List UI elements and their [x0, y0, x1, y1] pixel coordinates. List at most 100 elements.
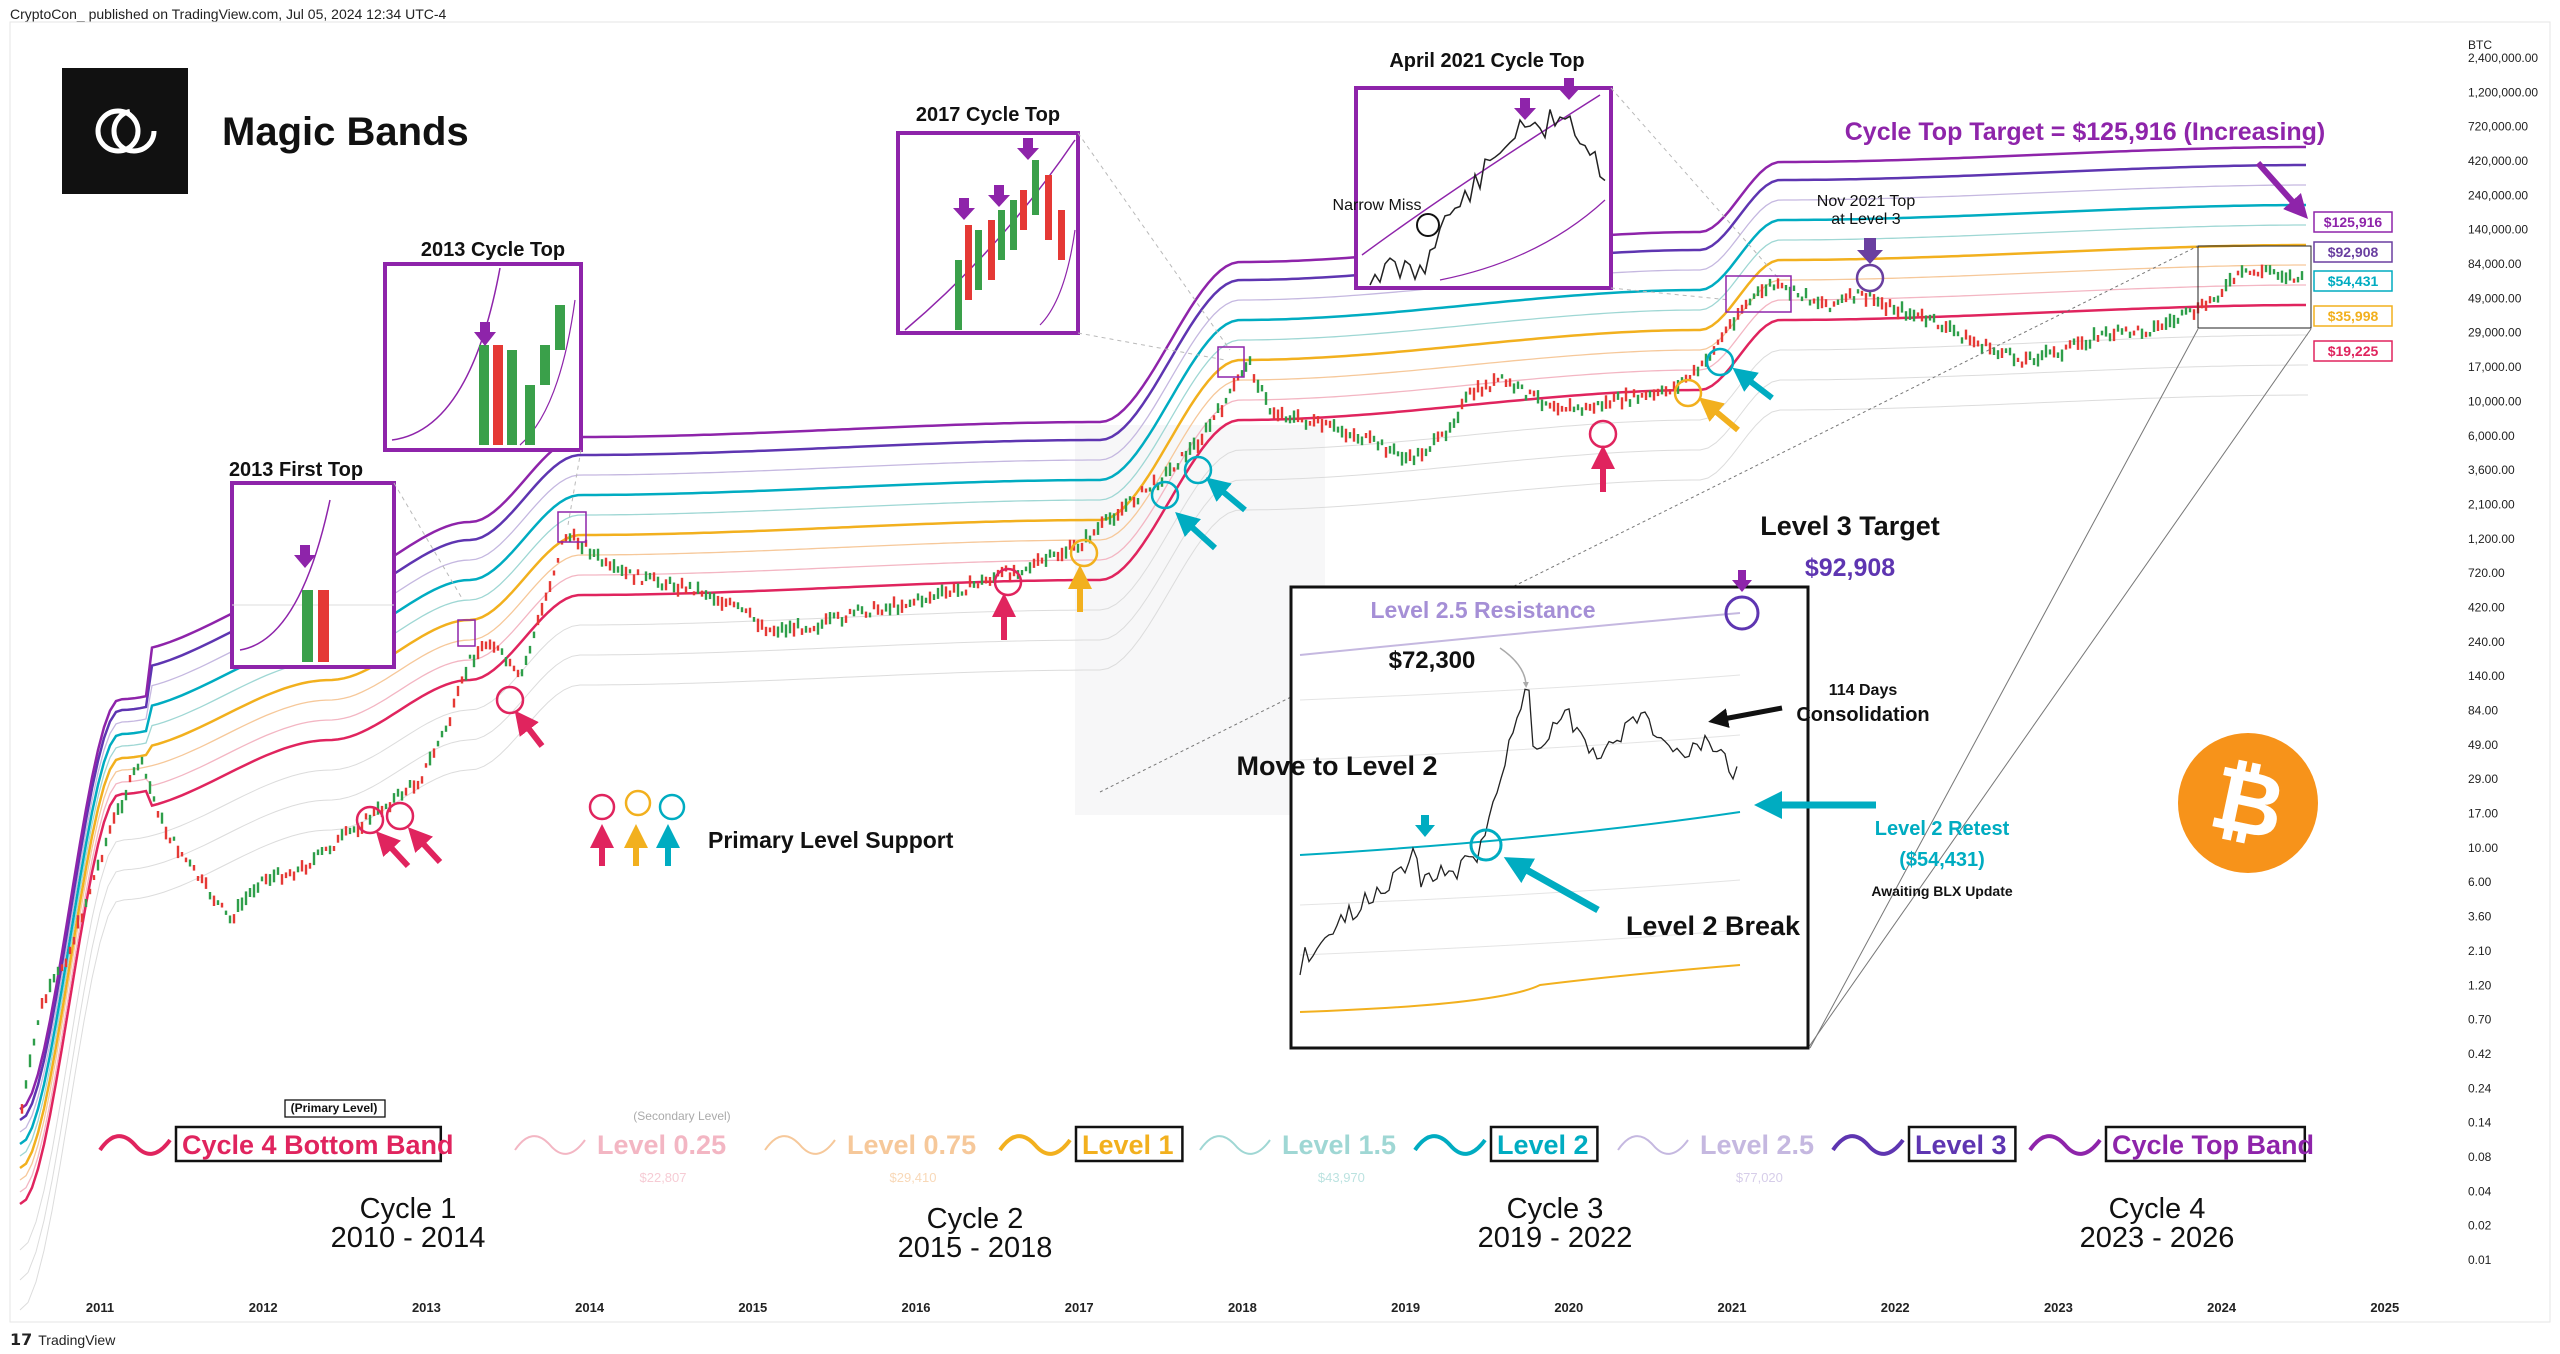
candle — [2272, 269, 2276, 275]
candle — [1696, 366, 1700, 377]
y-tick-label: 1.20 — [2468, 978, 2492, 992]
candle — [760, 619, 764, 630]
candle — [1144, 488, 1148, 493]
candle — [318, 590, 329, 662]
y-tick-label: 49.00 — [2468, 738, 2498, 752]
candle — [84, 899, 88, 907]
candle — [852, 609, 856, 617]
zoom-price-path — [1299, 688, 1738, 976]
inset-2017-cycle-top: 2017 Cycle Top — [896, 104, 1080, 335]
candle — [1816, 296, 1820, 310]
candle — [764, 626, 768, 637]
candle — [288, 869, 292, 877]
candle — [2292, 278, 2296, 283]
x-tick-label: 2011 — [86, 1300, 114, 1315]
candle — [2164, 317, 2168, 330]
candle — [32, 1038, 36, 1046]
candle — [1932, 313, 1936, 323]
legend-swatch — [1831, 1134, 1905, 1156]
band-line-level-2 — [19, 203, 2306, 1146]
candle — [1800, 296, 1804, 302]
zoom-level1-line — [1299, 964, 1741, 1013]
candle — [60, 964, 64, 972]
inset-connectors — [393, 87, 1781, 601]
footer-brand: TradingView — [38, 1332, 116, 1348]
candle — [2260, 264, 2264, 279]
candle — [712, 593, 716, 606]
candle — [196, 876, 200, 881]
candle — [644, 571, 648, 582]
candle — [680, 577, 684, 589]
legend-box — [2104, 1125, 2307, 1163]
band-price-tag — [2313, 305, 2393, 327]
candle — [1748, 298, 1752, 306]
logo-ring-1 — [95, 108, 141, 154]
candle — [1756, 286, 1760, 297]
candle — [268, 874, 272, 886]
candle — [2120, 328, 2124, 335]
candle — [732, 601, 736, 608]
y-tick-label: 0.42 — [2468, 1047, 2492, 1061]
candle — [548, 581, 552, 592]
candle — [1468, 387, 1472, 395]
candle — [1120, 501, 1124, 516]
candle — [1436, 431, 1440, 442]
candle — [1304, 419, 1308, 430]
candle — [836, 611, 840, 619]
legend-label: Level 2.5 — [1700, 1130, 1814, 1160]
candle — [204, 877, 208, 889]
candle — [1452, 418, 1456, 428]
support-arrows — [375, 367, 1774, 869]
price-candles — [20, 264, 2304, 1114]
candle — [328, 845, 332, 855]
candle — [1324, 419, 1328, 426]
candle — [924, 597, 928, 603]
candle — [96, 859, 100, 871]
candle — [2084, 339, 2088, 351]
candle — [1984, 338, 1988, 347]
candle — [1284, 416, 1288, 423]
candle — [1020, 190, 1027, 230]
candle — [1740, 304, 1744, 314]
band-price-label: $125,916 — [2324, 214, 2383, 230]
candle — [2208, 296, 2212, 304]
candle — [1056, 551, 1060, 562]
candle — [1220, 405, 1224, 418]
candle — [580, 542, 584, 555]
candle — [1568, 398, 1572, 412]
candle — [468, 654, 472, 659]
candle — [1992, 347, 1996, 355]
x-tick-label: 2020 — [1554, 1300, 1583, 1315]
x-tick-label: 2019 — [1391, 1300, 1420, 1315]
candle — [148, 781, 152, 794]
candle — [1180, 452, 1184, 457]
legend-label: Level 1.5 — [1282, 1130, 1396, 1160]
candle — [1896, 306, 1900, 320]
candle — [928, 591, 932, 604]
candle — [2076, 336, 2080, 350]
x-tick-label: 2013 — [412, 1300, 441, 1315]
candle — [132, 767, 136, 776]
candle — [2124, 326, 2128, 332]
candle — [416, 780, 420, 790]
candle — [124, 789, 128, 801]
legend-value: $43,970 — [1318, 1170, 1365, 1185]
chart-frame — [9, 21, 2551, 1323]
candle — [244, 891, 248, 906]
candle — [800, 628, 804, 635]
y-tick-label: 0.01 — [2468, 1253, 2492, 1267]
band-line-level-3 — [19, 163, 2306, 1122]
candle — [404, 787, 408, 796]
candle — [2172, 314, 2176, 329]
candle — [116, 803, 120, 815]
candle — [1508, 378, 1512, 387]
candle — [452, 698, 456, 708]
candle — [496, 645, 500, 651]
candle — [568, 533, 572, 542]
nov-2021-top-line2: at Level 3 — [1831, 211, 1900, 228]
candle — [1176, 463, 1180, 470]
candle — [1904, 311, 1908, 321]
candle — [1412, 455, 1416, 466]
candle — [1392, 443, 1396, 455]
candle — [720, 596, 724, 611]
